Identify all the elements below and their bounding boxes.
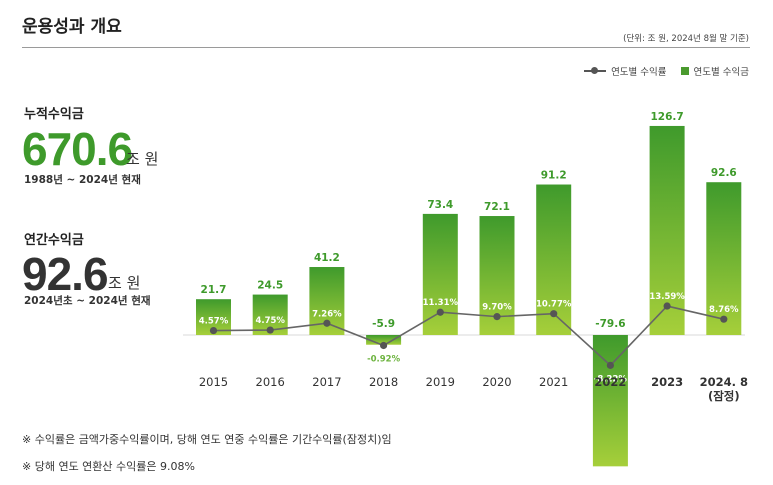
return-rate-point (550, 310, 558, 318)
annual-period: 2024년초 ~ 2024년 현재 (24, 295, 151, 307)
return-rate-point (380, 341, 388, 350)
return-rate-label: 9.70% (482, 303, 512, 313)
annual-label: 연간수익금 (24, 233, 84, 248)
x-tick-label: 2019 (426, 375, 455, 389)
return-rate-label: -0.92% (367, 355, 400, 365)
return-rate-point (323, 319, 331, 327)
cumulative-period: 1988년 ~ 2024년 현재 (24, 174, 141, 186)
bar-value-label: 73.4 (427, 199, 453, 211)
annual-value: 92.6 (22, 248, 109, 300)
x-tick-label: 2015 (199, 375, 228, 389)
return-rate-label: 7.26% (312, 309, 342, 319)
return-rate-point (266, 326, 274, 334)
chart-legend: 연도별 수익률 연도별 수익금 (584, 64, 749, 78)
x-tick-label: 2020 (482, 375, 511, 389)
return-rate-label: 11.31% (423, 298, 459, 308)
return-rate-point (209, 326, 218, 335)
bar-2018 (366, 335, 402, 345)
annual-unit: 조 원 (108, 274, 141, 292)
bar-2019 (422, 213, 458, 335)
return-rate-point (436, 308, 444, 316)
bar-value-label: 126.7 (650, 111, 683, 123)
x-tick-label: 2021 (539, 375, 568, 389)
cumulative-value: 670.6 (22, 123, 133, 175)
bar-20248 (706, 182, 742, 335)
bar-value-label: 21.7 (201, 284, 227, 296)
footnote-2: ※ 당해 연도 연환산 수익률은 9.08% (22, 460, 195, 473)
x-tick-label: 2017 (312, 375, 341, 389)
page-title: 운용성과 개요 (22, 17, 122, 37)
bar-swatch-icon (680, 67, 689, 75)
unit-note: (단위: 조 원, 2024년 8월 말 기준) (623, 34, 749, 44)
bar-value-label: -5.9 (372, 318, 395, 330)
return-rate-label: 4.57% (199, 317, 229, 327)
bar-2023 (649, 125, 685, 335)
x-tick-label: 2022 (594, 375, 626, 389)
bar-value-label: 72.1 (484, 201, 510, 213)
x-tick-label: 2024. 8 (잠정) (700, 375, 748, 403)
bar-2022 (592, 335, 628, 467)
cumulative-label: 누적수익금 (24, 107, 84, 122)
return-rate-point (606, 361, 615, 369)
return-rate-label: 8.76% (709, 305, 739, 315)
return-rate-label: 13.59% (649, 292, 685, 302)
return-rate-point (720, 315, 728, 323)
bar-value-label: 92.6 (711, 167, 737, 179)
cumulative-unit: 조 원 (126, 150, 159, 168)
return-rate-label: 10.77% (536, 300, 572, 310)
return-rate-point (493, 313, 501, 321)
line-marker-icon (584, 67, 607, 74)
footnote-1: ※ 수익률은 금액가중수익률이며, 당해 연도 연중 수익률은 기간수익률(잠정… (22, 433, 392, 446)
return-rate-label: -8.22% (594, 374, 627, 384)
x-tick-label: 2023 (651, 375, 683, 389)
x-tick-label: 2016 (256, 375, 285, 389)
legend-item-profit: 연도별 수익금 (680, 64, 749, 78)
return-rate-point (663, 302, 671, 310)
bar-2021 (536, 184, 572, 335)
title-divider (22, 47, 750, 48)
x-tick-label: 2018 (369, 375, 398, 389)
legend-item-return-rate: 연도별 수익률 (584, 64, 667, 78)
return-rate-label: 4.75% (255, 316, 285, 326)
return-rate-line (213, 305, 724, 367)
legend-bar-label: 연도별 수익금 (693, 67, 749, 78)
legend-line-label: 연도별 수익률 (611, 67, 667, 78)
bar-value-label: 24.5 (257, 280, 283, 292)
bar-value-label: -79.6 (595, 318, 625, 330)
bar-value-label: 91.2 (541, 170, 567, 182)
bar-value-label: 41.2 (314, 252, 340, 264)
